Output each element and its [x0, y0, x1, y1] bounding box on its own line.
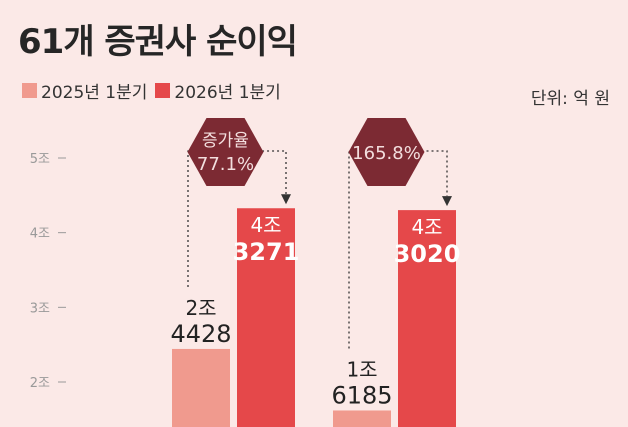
y-tick-label-0: 5조 [30, 152, 50, 167]
legend-label-2025: 2025년 1분기 [41, 83, 148, 103]
data-label-2026-0-b: 3271 [233, 238, 300, 266]
y-tick-label-3: 2조 [30, 376, 50, 391]
connector-arrow-1 [442, 196, 452, 207]
legend-swatch-2025 [22, 83, 37, 98]
growth-badge-value-0: 77.1% [197, 154, 254, 175]
data-label-2026-0-a: 4조 [250, 213, 281, 237]
growth-badge-value-1: 165.8% [352, 143, 421, 164]
legend-item-2025: 2025년 1분기 [22, 78, 147, 103]
growth-badge-label-0: 증가율 [202, 131, 249, 151]
growth-badge-0 [187, 118, 264, 186]
bar-2026-0 [237, 208, 295, 427]
chart-title: 61개 증권사 순이익 [18, 22, 298, 62]
legend-label-2026: 2026년 1분기 [174, 83, 281, 103]
y-tick-label-2: 3조 [30, 301, 50, 316]
y-tick-label-1: 4조 [30, 227, 50, 242]
legend-item-2026: 2026년 1분기 [155, 78, 281, 103]
data-label-2026-1-b: 3020 [394, 240, 461, 268]
bar-2026-1 [398, 210, 456, 427]
bar-2025-0 [172, 348, 230, 427]
bar-2025-1 [333, 410, 391, 427]
data-label-2026-1-a: 4조 [411, 215, 442, 239]
data-label-2025-1-a: 1조 [346, 357, 377, 381]
growth-badge-1 [348, 118, 425, 186]
data-label-2025-0-b: 4428 [170, 320, 231, 348]
connector-0 [187, 150, 287, 287]
connector-arrow-0 [281, 194, 291, 205]
unit-label: 단위: 억 원 [530, 89, 610, 109]
data-label-2025-1-b: 6185 [331, 381, 392, 409]
legend: 2025년 1분기 2026년 1분기 [22, 78, 289, 103]
data-label-2025-0-a: 2조 [185, 296, 216, 320]
legend-swatch-2026 [155, 83, 171, 98]
